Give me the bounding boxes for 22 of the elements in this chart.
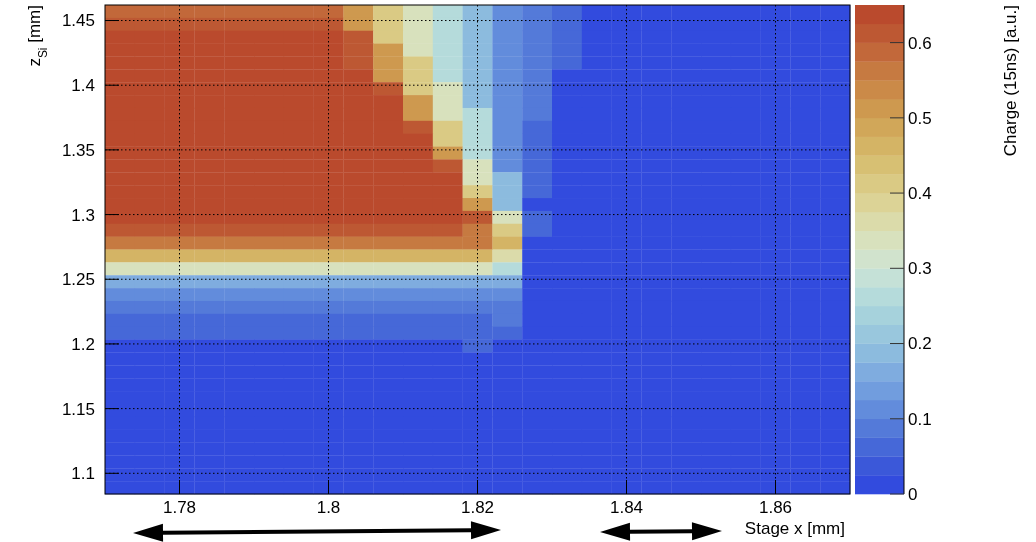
color-bar-label: 0.1 <box>908 409 932 429</box>
color-bar-label: 0.4 <box>908 184 932 204</box>
color-bar-label: 0.2 <box>908 334 932 354</box>
x-tick-label: 1.84 <box>609 498 644 517</box>
color-bar-label: 0.6 <box>908 33 932 53</box>
y-tick-label: 1.4 <box>71 76 95 96</box>
x-tick-label: 1.82 <box>460 498 495 517</box>
y-tick-label: 1.45 <box>61 11 95 31</box>
x-axis-title: Stage x [mm] <box>744 519 845 538</box>
y-tick-label: 1.25 <box>61 270 95 290</box>
color-bar-label: 0.5 <box>908 108 932 128</box>
y-tick-label: 1.3 <box>71 205 95 225</box>
color-bar-label: 0.3 <box>908 259 932 279</box>
x-tick-label: 1.86 <box>758 498 793 517</box>
y-tick-label: 1.35 <box>61 140 95 160</box>
x-tick-label: 1.8 <box>316 498 341 517</box>
color-bar-label: 0 <box>908 484 918 504</box>
y-tick-label: 1.15 <box>61 399 95 419</box>
x-tick-label: 1.78 <box>162 498 197 517</box>
y-tick-label: 1.2 <box>71 334 95 354</box>
color-bar-title: Charge (15ns) [a.u.] <box>1001 5 1020 157</box>
y-tick-label: 1.1 <box>71 464 95 484</box>
